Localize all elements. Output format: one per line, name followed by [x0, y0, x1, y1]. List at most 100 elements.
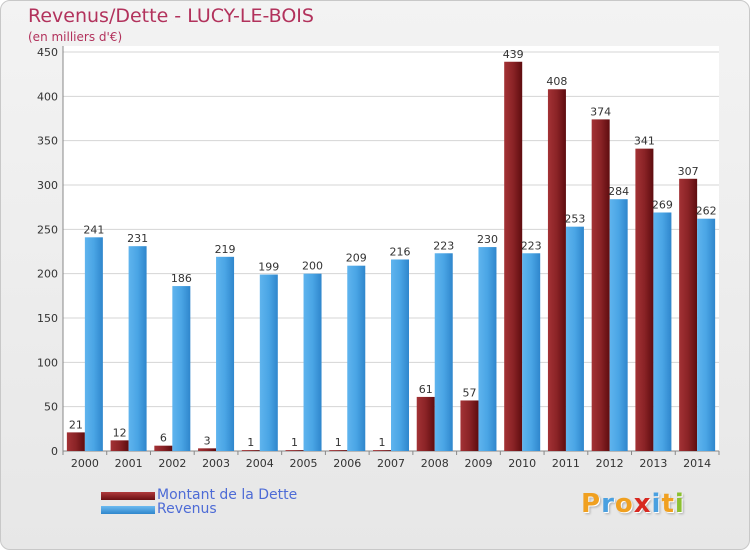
bar-revenus — [522, 253, 541, 451]
bar-revenus — [128, 246, 147, 451]
bar-revenus — [259, 274, 278, 451]
y-tick-label: 350 — [37, 135, 58, 148]
logo-letter: i — [674, 489, 685, 519]
logo-letter: o — [614, 489, 634, 519]
data-label-revenus: 231 — [127, 232, 148, 245]
bar-dette — [329, 450, 348, 451]
y-tick-label: 0 — [51, 445, 58, 458]
x-tick-label: 2008 — [421, 457, 449, 470]
bar-revenus — [565, 226, 584, 451]
bar-dette — [679, 178, 698, 451]
bar-revenus — [303, 273, 322, 451]
data-label-dette: 1 — [335, 436, 342, 449]
x-tick-label: 2002 — [158, 457, 186, 470]
bar-dette — [66, 432, 85, 451]
logo-letter: x — [633, 489, 652, 519]
logo-letter: i — [651, 489, 662, 519]
data-label-revenus: 219 — [215, 243, 236, 256]
data-label-dette: 374 — [590, 105, 611, 118]
bar-revenus — [609, 199, 628, 451]
y-tick-label: 200 — [37, 268, 58, 281]
data-label-dette: 21 — [69, 418, 83, 431]
bar-revenus — [172, 286, 191, 451]
y-tick-label: 150 — [37, 312, 58, 325]
data-label-dette: 307 — [678, 165, 699, 178]
data-label-revenus: 199 — [258, 261, 279, 274]
data-label-dette: 408 — [546, 75, 567, 88]
x-tick-label: 2003 — [202, 457, 230, 470]
x-tick-label: 2009 — [464, 457, 492, 470]
data-label-dette: 439 — [503, 48, 524, 61]
bar-dette — [635, 148, 654, 451]
x-tick-label: 2004 — [246, 457, 274, 470]
legend-label-revenus: Revenus — [157, 501, 217, 517]
proxiti-logo: Proxiti — [581, 489, 685, 519]
logo-letter: t — [661, 489, 675, 519]
y-tick-label: 250 — [37, 223, 58, 236]
bar-revenus — [84, 237, 103, 451]
y-tick-label: 300 — [37, 179, 58, 192]
bar-dette — [154, 445, 173, 451]
bar-revenus — [434, 253, 453, 451]
y-tick-label: 450 — [37, 46, 58, 59]
bar-dette — [591, 119, 610, 452]
data-label-revenus: 241 — [83, 223, 104, 236]
x-tick-label: 2005 — [290, 457, 318, 470]
data-label-revenus: 216 — [390, 245, 411, 258]
y-tick-label: 400 — [37, 90, 58, 103]
y-tick-label: 50 — [44, 401, 58, 414]
data-label-revenus: 223 — [433, 239, 454, 252]
bar-revenus — [391, 259, 409, 451]
data-label-revenus: 230 — [477, 233, 498, 246]
y-tick-label: 100 — [37, 356, 58, 369]
x-tick-label: 2013 — [639, 457, 667, 470]
logo-letter: r — [601, 489, 615, 519]
x-tick-label: 2000 — [71, 457, 99, 470]
bar-revenus — [697, 218, 716, 451]
data-label-dette: 6 — [160, 432, 167, 445]
bar-dette — [547, 89, 566, 452]
x-tick-label: 2001 — [115, 457, 143, 470]
bar-revenus — [216, 256, 235, 451]
x-tick-label: 2006 — [333, 457, 361, 470]
data-label-dette: 1 — [379, 436, 386, 449]
data-label-dette: 341 — [634, 135, 655, 148]
legend-swatch-dette — [101, 492, 155, 500]
logo-letter: P — [581, 489, 602, 519]
bar-dette — [460, 400, 479, 451]
bar-dette — [241, 450, 260, 451]
x-tick-label: 2007 — [377, 457, 405, 470]
data-label-dette: 12 — [113, 426, 127, 439]
data-label-revenus: 253 — [564, 213, 585, 226]
bar-revenus — [653, 212, 672, 451]
data-label-dette: 1 — [291, 436, 298, 449]
data-label-revenus: 209 — [346, 252, 367, 265]
data-label-revenus: 284 — [608, 185, 629, 198]
legend-swatch-revenus — [101, 506, 155, 514]
x-tick-label: 2011 — [552, 457, 580, 470]
chart-subtitle: (en milliers d'€) — [28, 30, 123, 44]
bar-dette — [198, 448, 217, 451]
data-label-revenus: 269 — [652, 198, 673, 211]
x-tick-label: 2010 — [508, 457, 536, 470]
bar-dette — [416, 396, 435, 451]
bar-dette — [373, 450, 391, 451]
x-tick-label: 2014 — [683, 457, 711, 470]
bar-dette — [285, 450, 304, 451]
data-label-revenus: 223 — [521, 239, 542, 252]
data-label-dette: 61 — [419, 383, 433, 396]
bar-dette — [504, 61, 523, 452]
data-label-dette: 3 — [204, 434, 211, 447]
data-label-revenus: 200 — [302, 260, 323, 273]
bar-revenus — [347, 265, 366, 451]
data-label-revenus: 262 — [696, 205, 717, 218]
legend-label-dette: Montant de la Dette — [157, 487, 298, 503]
data-label-dette: 57 — [462, 386, 476, 399]
bar-dette — [110, 440, 129, 451]
bar-revenus — [478, 247, 497, 451]
data-label-revenus: 186 — [171, 272, 192, 285]
chart-title: Revenus/Dette - LUCY-LE-BOIS — [28, 5, 314, 27]
data-label-dette: 1 — [247, 436, 254, 449]
x-tick-label: 2012 — [596, 457, 624, 470]
